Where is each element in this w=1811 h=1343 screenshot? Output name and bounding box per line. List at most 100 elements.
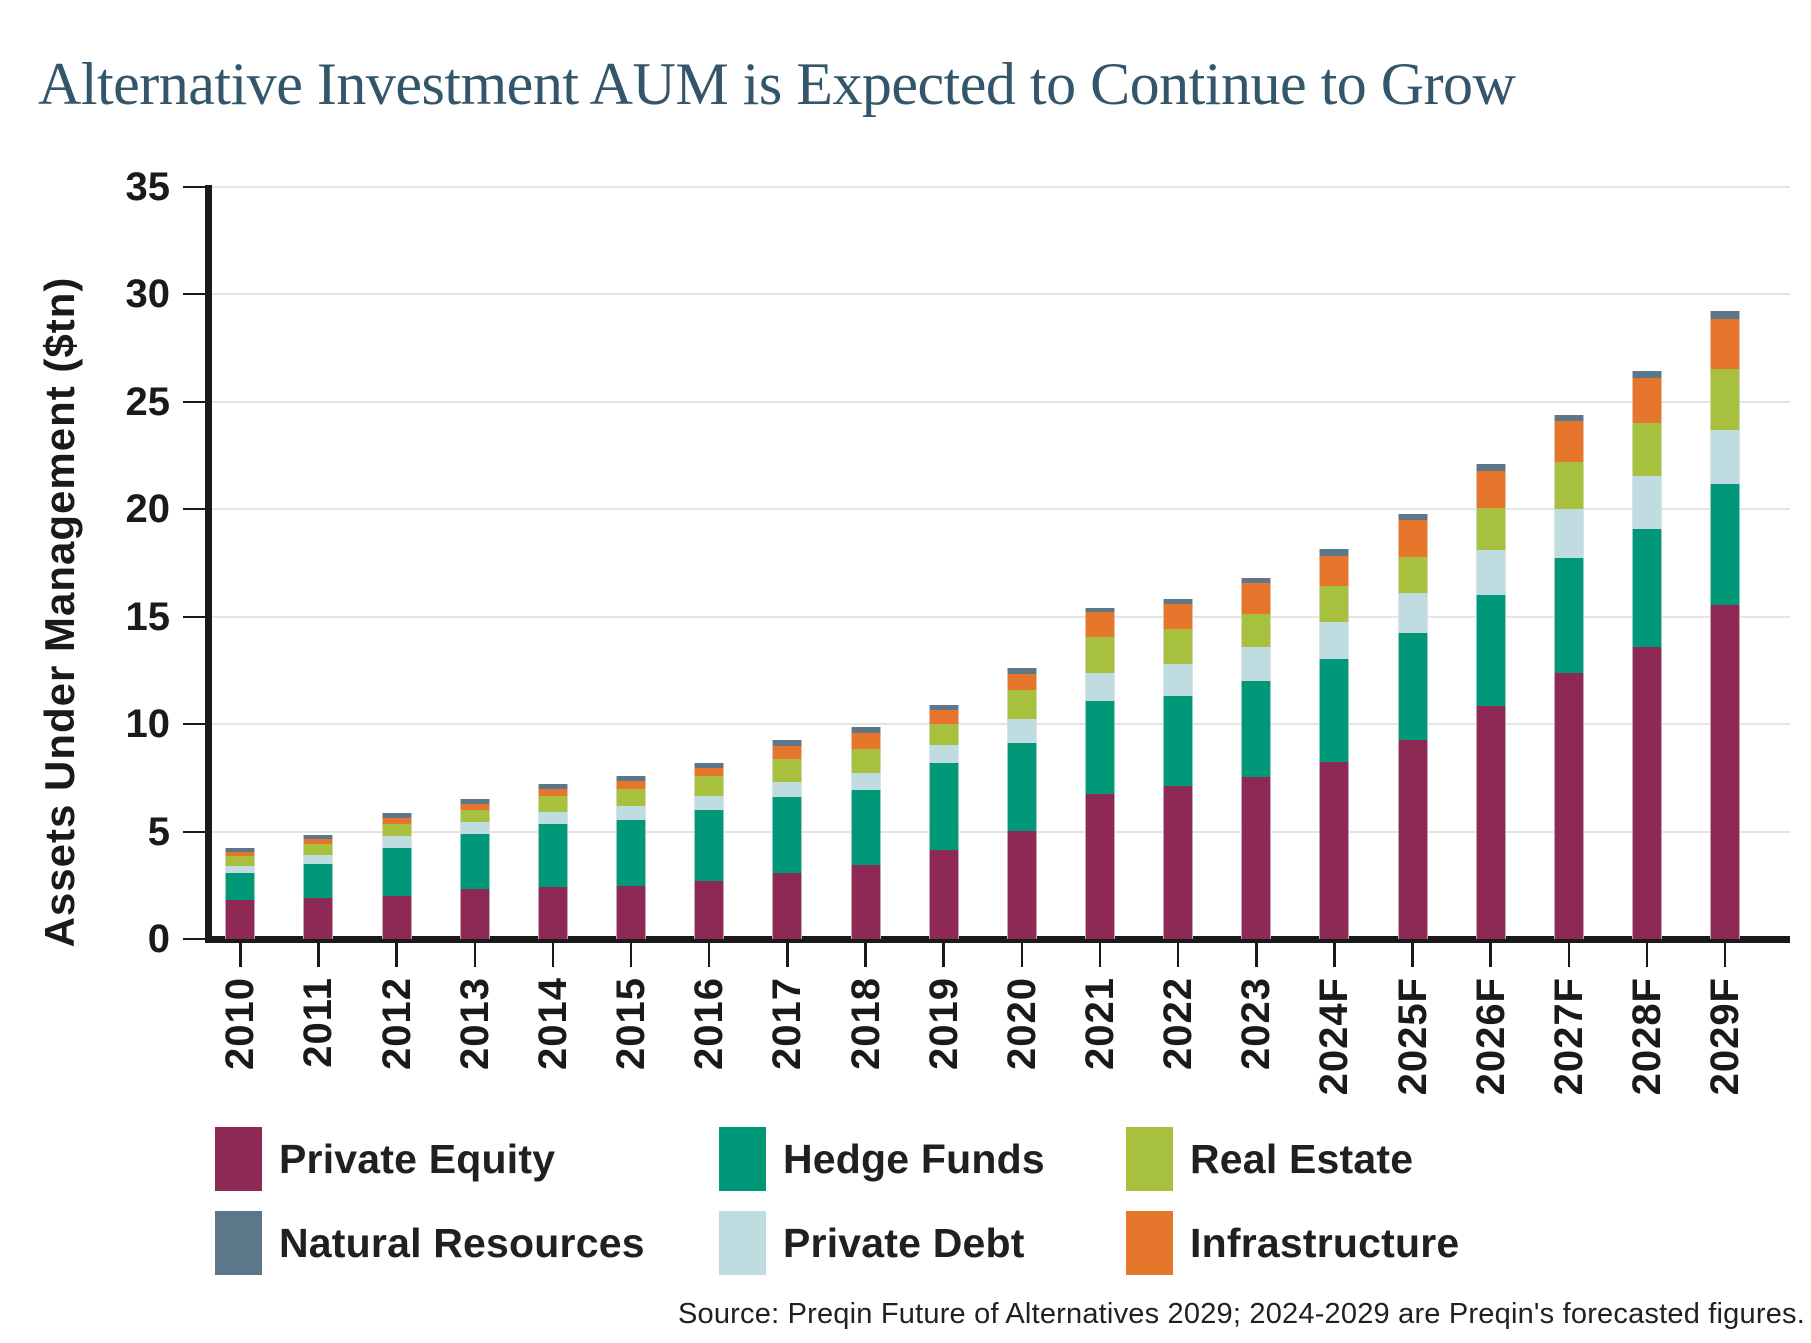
bar-2020 [1006, 668, 1037, 939]
bar-2021 [1084, 608, 1115, 939]
x-axis-label-2027F: 2027F [1546, 977, 1591, 1096]
y-axis-tick-label: 35 [125, 165, 171, 209]
gridline [212, 400, 1790, 403]
bar-segment-real-estate [928, 724, 959, 745]
bar-segment-private-equity [1319, 761, 1350, 939]
bar-2015 [616, 775, 647, 940]
legend-label: Infrastructure [1190, 1219, 1460, 1266]
bar-2029F [1710, 310, 1741, 940]
x-axis-label-2010: 2010 [218, 977, 263, 1070]
bar-segment-private-equity [1163, 786, 1194, 939]
x-axis-label-2020: 2020 [999, 977, 1044, 1070]
bar-2013 [459, 799, 490, 939]
y-axis-tick [183, 830, 205, 833]
bar-2011 [303, 834, 334, 940]
gridline [212, 293, 1790, 296]
bar-segment-private-equity [1710, 604, 1741, 939]
x-axis-tick [786, 943, 789, 967]
bar-segment-real-estate [1553, 462, 1584, 510]
bar-segment-natural-resources [850, 727, 881, 733]
bar-2010 [225, 847, 256, 940]
y-axis-title: Assets Under Management ($tn) [36, 276, 83, 948]
legend-swatch [719, 1211, 766, 1275]
bar-segment-private-equity [459, 888, 490, 939]
bar-segment-natural-resources [1475, 464, 1506, 471]
bar-segment-infrastructure [537, 788, 568, 797]
bar-segment-natural-resources [1241, 578, 1272, 584]
bar-segment-real-estate [1632, 423, 1662, 477]
bar-segment-natural-resources [1006, 668, 1037, 674]
bar-segment-infrastructure [1397, 520, 1428, 557]
bar-segment-real-estate [1163, 628, 1194, 664]
y-axis-tick-label: 0 [147, 917, 170, 961]
bar-segment-private-debt [225, 865, 256, 874]
y-axis-line [205, 185, 212, 943]
bar-segment-infrastructure [459, 803, 490, 811]
legend-swatch [1126, 1127, 1173, 1191]
gridline [212, 723, 1790, 726]
x-axis-tick [1645, 943, 1649, 967]
bar-segment-private-debt [928, 744, 959, 763]
bar-2018 [850, 727, 881, 939]
bar-segment-hedge-funds [1319, 658, 1350, 762]
gridline [212, 186, 1790, 188]
x-axis-tick [1723, 943, 1727, 967]
bar-segment-real-estate [1319, 585, 1350, 623]
y-axis-tick-label: 25 [125, 379, 171, 424]
bar-segment-private-equity [1241, 776, 1272, 939]
bar-segment-private-equity [1553, 672, 1584, 939]
x-axis-tick [1567, 943, 1571, 967]
bar-segment-infrastructure [1710, 319, 1741, 369]
bar-2027F [1553, 414, 1584, 940]
y-axis-tick [183, 186, 205, 188]
bar-segment-private-debt [1319, 622, 1350, 659]
x-axis-label-2022: 2022 [1156, 977, 1201, 1070]
bar-2025F [1397, 513, 1428, 940]
x-axis-label-2011: 2011 [296, 977, 341, 1068]
bar-segment-private-equity [381, 896, 412, 939]
legend-item-real-estate: Real Estate [1126, 1127, 1413, 1191]
bar-segment-infrastructure [694, 768, 725, 776]
x-axis-tick [395, 943, 398, 967]
bar-segment-natural-resources [616, 775, 647, 782]
x-axis-label-2025F: 2025F [1390, 977, 1435, 1096]
y-axis-tick [183, 615, 205, 618]
bar-segment-hedge-funds [1397, 632, 1428, 741]
bar-segment-real-estate [1006, 689, 1037, 719]
bar-segment-hedge-funds [381, 847, 412, 897]
bar-segment-private-debt [303, 855, 334, 864]
bar-segment-private-equity [1632, 646, 1662, 939]
bar-segment-natural-resources [381, 813, 412, 818]
bar-segment-hedge-funds [1475, 595, 1506, 706]
bar-segment-natural-resources [772, 740, 803, 746]
bar-segment-private-equity [772, 873, 803, 939]
legend-swatch [1126, 1211, 1173, 1275]
x-axis-tick [317, 943, 320, 967]
x-axis-label-2019: 2019 [921, 977, 966, 1070]
x-axis-label-2029F: 2029F [1703, 977, 1748, 1096]
gridline [212, 615, 1790, 618]
bar-segment-natural-resources [1319, 549, 1350, 556]
bar-segment-private-equity [928, 849, 959, 939]
bar-segment-real-estate [225, 856, 256, 866]
x-axis-tick [551, 943, 555, 967]
bar-segment-private-equity [537, 887, 568, 939]
bar-segment-hedge-funds [1710, 483, 1741, 605]
bar-segment-private-debt [1475, 550, 1506, 596]
chart-title: Alternative Investment AUM is Expected t… [38, 51, 1516, 117]
bar-2026F [1475, 464, 1506, 939]
bar-segment-natural-resources [1553, 414, 1584, 422]
y-axis-tick-label: 5 [147, 809, 170, 854]
bar-2014 [537, 784, 568, 939]
bar-segment-natural-resources [303, 834, 334, 840]
bar-segment-hedge-funds [1163, 696, 1194, 787]
bar-segment-private-debt [1163, 664, 1194, 697]
bar-segment-hedge-funds [1006, 743, 1037, 831]
bar-segment-hedge-funds [850, 789, 881, 865]
bar-segment-private-debt [537, 812, 568, 825]
x-axis-line [205, 936, 1790, 943]
bar-segment-hedge-funds [772, 797, 803, 874]
bar-segment-hedge-funds [616, 819, 647, 887]
bar-segment-real-estate [303, 844, 334, 856]
